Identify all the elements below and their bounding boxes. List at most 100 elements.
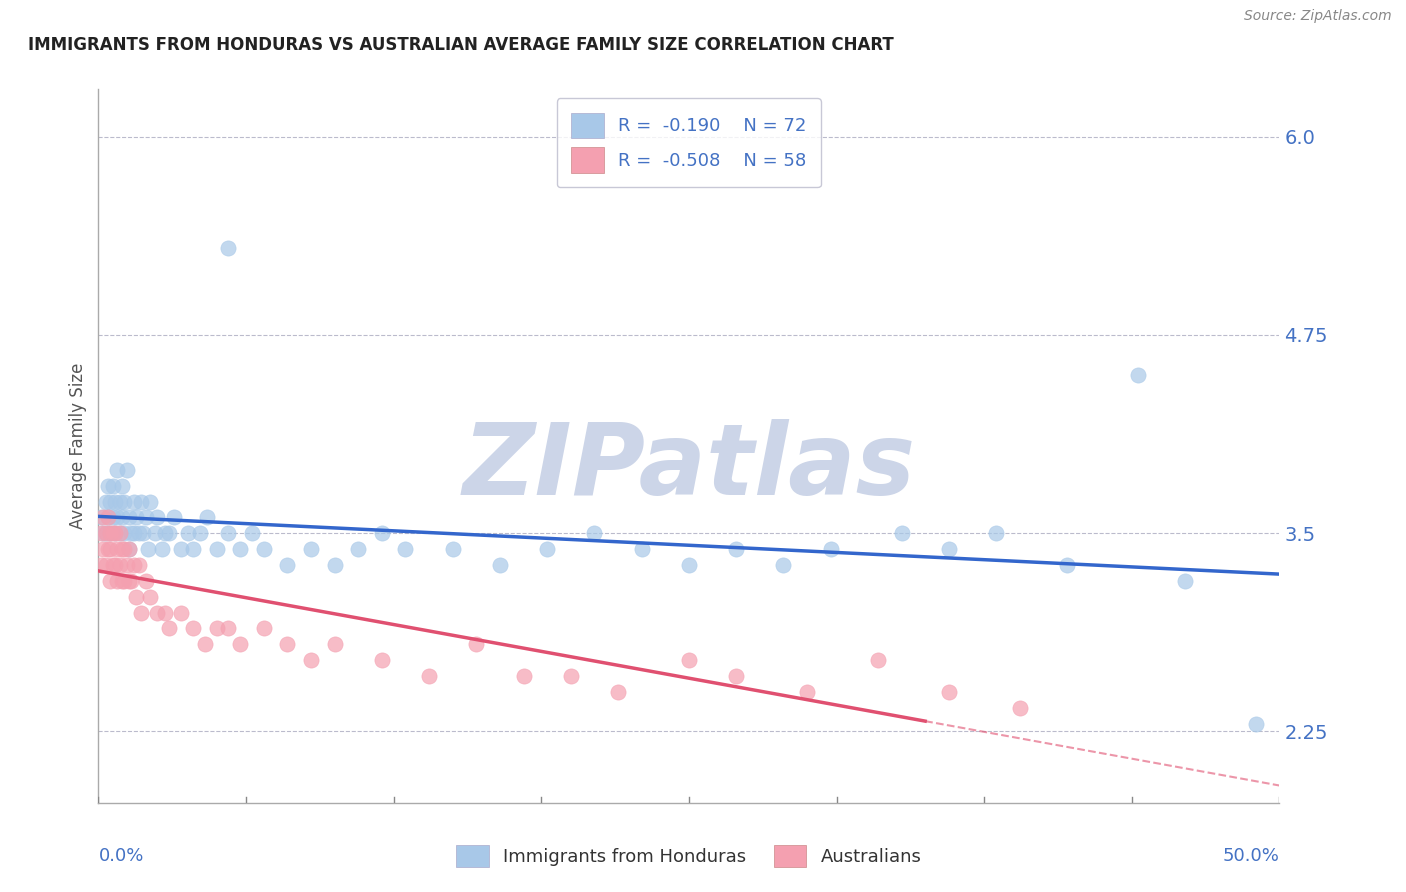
Point <box>1056 558 1078 572</box>
Point <box>1126 368 1149 382</box>
Point <box>111 478 134 492</box>
Point <box>276 558 298 572</box>
Point <box>866 653 889 667</box>
Point <box>128 558 150 572</box>
Point <box>796 685 818 699</box>
Point <box>938 542 960 557</box>
Point <box>217 526 239 541</box>
Point <box>276 637 298 651</box>
Text: 0.0%: 0.0% <box>98 847 143 865</box>
Point <box>108 526 131 541</box>
Point <box>678 558 700 572</box>
Point <box>195 510 218 524</box>
Point <box>139 590 162 604</box>
Point <box>98 526 121 541</box>
Point <box>181 621 204 635</box>
Point <box>136 542 159 557</box>
Point <box>101 478 124 492</box>
Point <box>1244 716 1267 731</box>
Point <box>299 542 322 557</box>
Point <box>347 542 370 557</box>
Point <box>323 558 346 572</box>
Point <box>725 542 748 557</box>
Point <box>170 542 193 557</box>
Point <box>1008 700 1031 714</box>
Point <box>150 542 173 557</box>
Point <box>984 526 1007 541</box>
Point <box>371 526 394 541</box>
Point <box>157 526 180 541</box>
Point <box>229 542 252 557</box>
Point <box>122 526 145 541</box>
Point <box>125 590 148 604</box>
Point <box>146 510 169 524</box>
Point <box>105 463 128 477</box>
Point <box>139 494 162 508</box>
Y-axis label: Average Family Size: Average Family Size <box>69 363 87 529</box>
Point <box>489 558 512 572</box>
Point <box>560 669 582 683</box>
Point <box>465 637 488 651</box>
Point <box>240 526 263 541</box>
Point <box>536 542 558 557</box>
Point <box>97 510 120 524</box>
Point <box>104 558 127 572</box>
Text: ZIPatlas: ZIPatlas <box>463 419 915 516</box>
Point <box>115 558 138 572</box>
Point <box>418 669 440 683</box>
Point <box>441 542 464 557</box>
Point <box>112 494 135 508</box>
Point <box>217 621 239 635</box>
Point <box>118 542 141 557</box>
Text: Source: ZipAtlas.com: Source: ZipAtlas.com <box>1244 9 1392 23</box>
Point <box>122 558 145 572</box>
Point <box>97 542 120 557</box>
Point <box>118 574 141 588</box>
Point <box>188 526 211 541</box>
Point <box>1174 574 1197 588</box>
Point <box>108 526 131 541</box>
Point <box>125 510 148 524</box>
Point <box>94 494 117 508</box>
Point <box>105 542 128 557</box>
Point <box>111 510 134 524</box>
Legend: Immigrants from Honduras, Australians: Immigrants from Honduras, Australians <box>450 838 928 874</box>
Point <box>104 526 127 541</box>
Point <box>820 542 842 557</box>
Point <box>607 685 630 699</box>
Point <box>299 653 322 667</box>
Point <box>630 542 652 557</box>
Point <box>217 241 239 255</box>
Point <box>101 558 124 572</box>
Point <box>122 494 145 508</box>
Point <box>163 510 186 524</box>
Point <box>153 606 176 620</box>
Point <box>157 621 180 635</box>
Point <box>118 542 141 557</box>
Point <box>128 526 150 541</box>
Point <box>98 526 121 541</box>
Point <box>97 510 120 524</box>
Point <box>118 510 141 524</box>
Point <box>105 574 128 588</box>
Point <box>253 542 276 557</box>
Point <box>90 558 112 572</box>
Point <box>90 526 112 541</box>
Point <box>129 606 152 620</box>
Point <box>890 526 912 541</box>
Point <box>91 526 114 541</box>
Point <box>111 542 134 557</box>
Legend: R =  -0.190    N = 72, R =  -0.508    N = 58: R = -0.190 N = 72, R = -0.508 N = 58 <box>557 98 821 187</box>
Point <box>101 526 124 541</box>
Point <box>101 510 124 524</box>
Point <box>129 494 152 508</box>
Point <box>181 542 204 557</box>
Point <box>94 558 117 572</box>
Point <box>512 669 534 683</box>
Point <box>135 574 157 588</box>
Point <box>253 621 276 635</box>
Point <box>135 510 157 524</box>
Point <box>108 558 131 572</box>
Point <box>170 606 193 620</box>
Point <box>121 574 143 588</box>
